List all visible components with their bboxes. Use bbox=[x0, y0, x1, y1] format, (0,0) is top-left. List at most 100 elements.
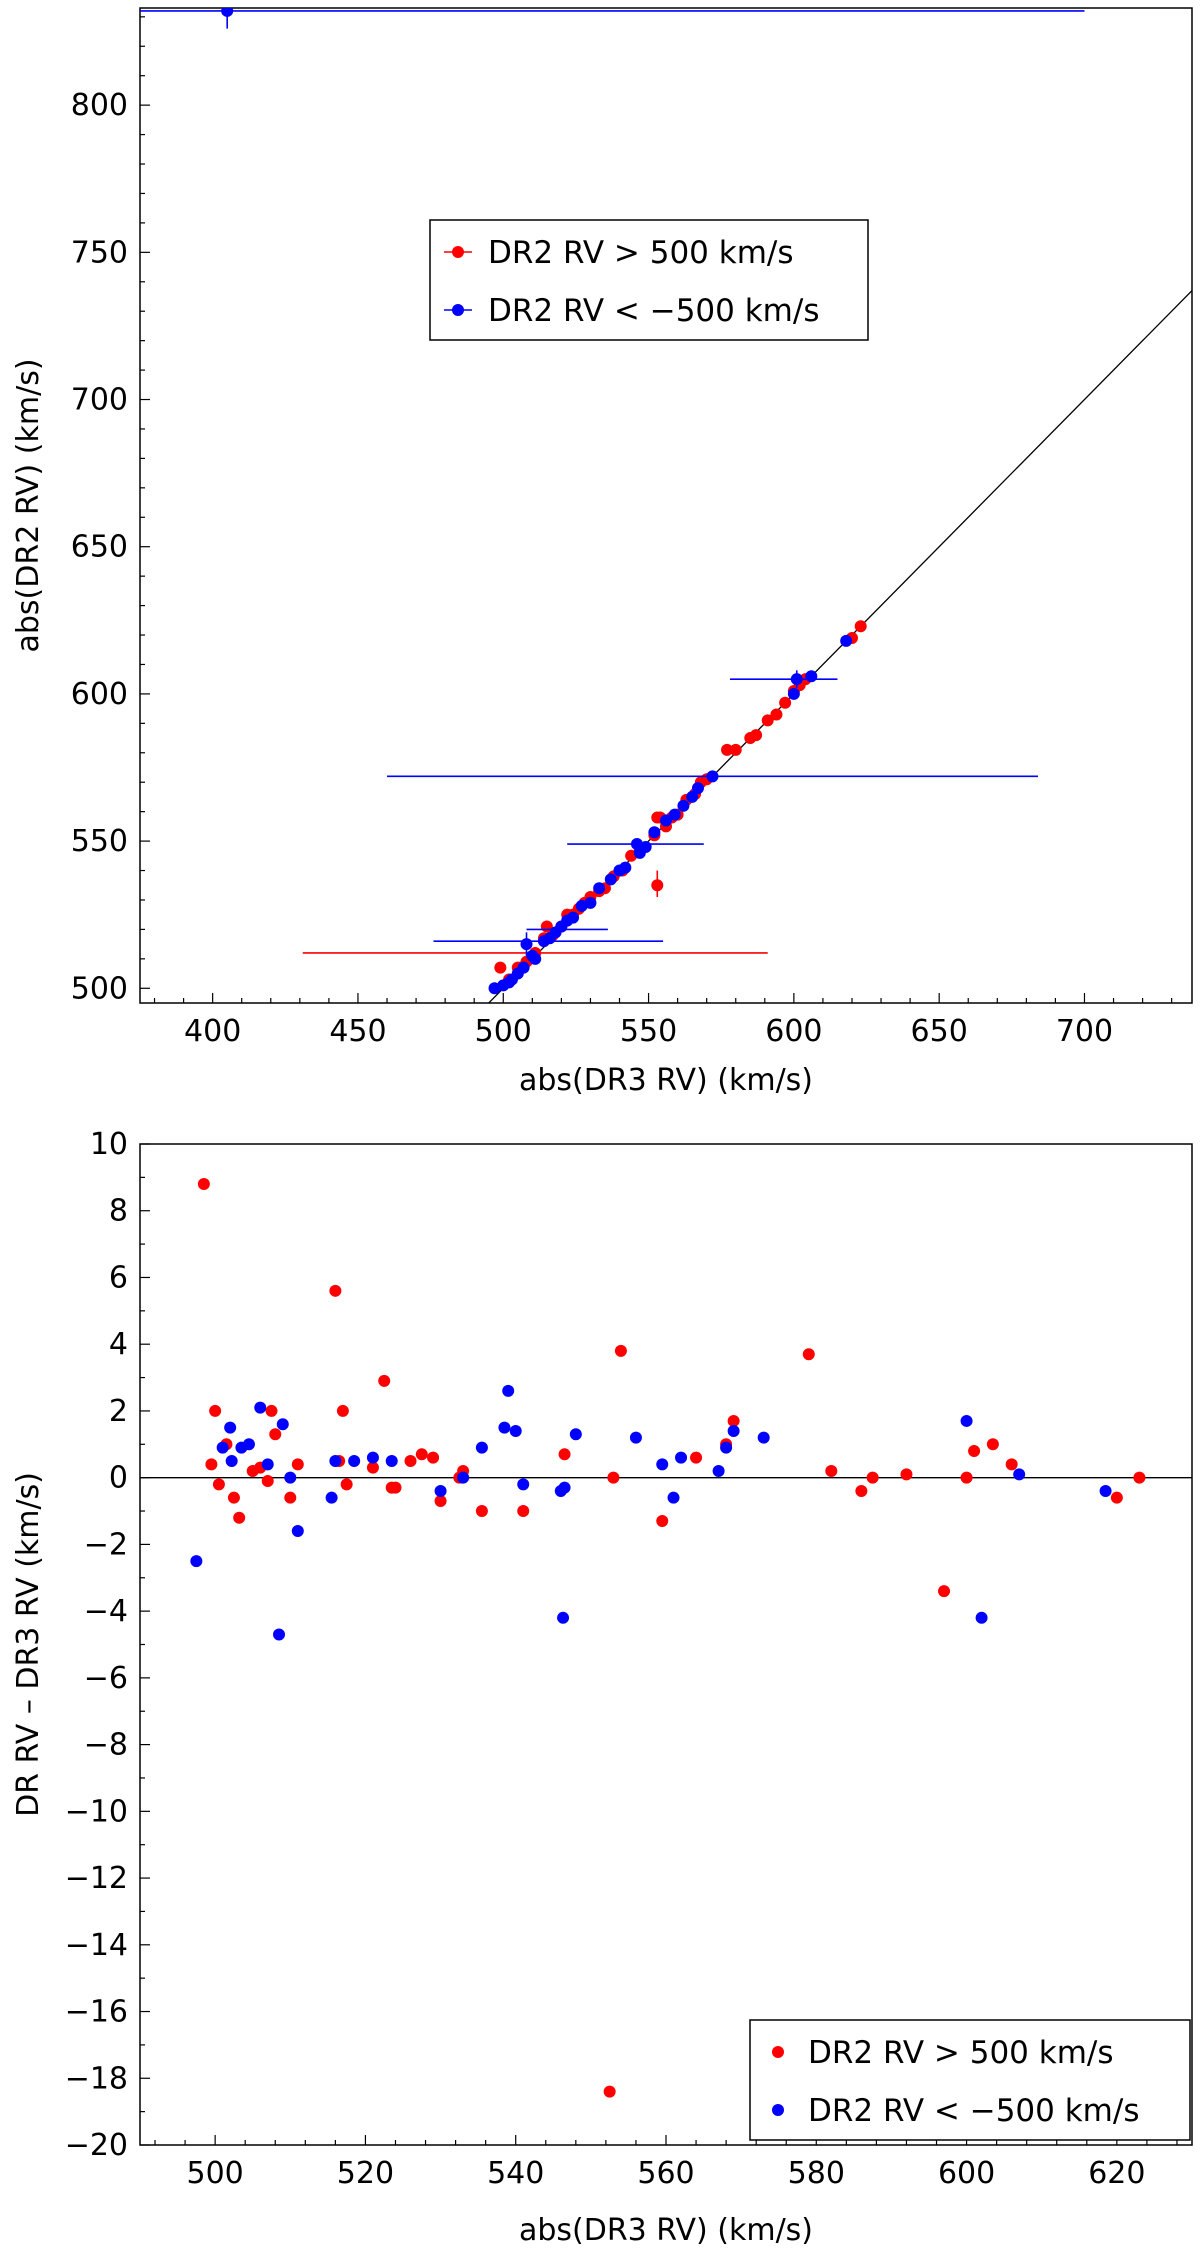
y-tick-label: 6 bbox=[109, 1260, 128, 1295]
data-point bbox=[787, 687, 800, 700]
data-point bbox=[761, 714, 774, 727]
x-tick-label: 700 bbox=[1056, 1014, 1113, 1049]
data-point bbox=[770, 708, 783, 721]
x-axis-label: abs(DR3 RV) (km/s) bbox=[519, 1063, 813, 1098]
y-tick-label: 2 bbox=[109, 1394, 128, 1429]
data-point bbox=[712, 1464, 725, 1477]
data-point bbox=[284, 1491, 297, 1504]
data-point bbox=[639, 840, 652, 853]
data-point bbox=[475, 1505, 488, 1518]
data-point bbox=[675, 1451, 688, 1464]
data-point bbox=[667, 1491, 680, 1504]
plot-area bbox=[140, 1178, 1192, 2098]
data-point bbox=[986, 1438, 999, 1451]
data-point bbox=[960, 1471, 973, 1484]
data-point bbox=[197, 1178, 210, 1191]
y-tick-label: −16 bbox=[65, 1995, 128, 2030]
data-point bbox=[727, 1414, 740, 1427]
data-point bbox=[291, 1458, 304, 1471]
data-point bbox=[854, 620, 867, 633]
data-point bbox=[517, 1505, 530, 1518]
top-scatter-plot: 400 450 500 550 600 650 700 500 550 600 650 700 750 8… bbox=[11, 7, 1193, 1098]
data-point bbox=[855, 1485, 868, 1498]
data-point bbox=[656, 1515, 669, 1528]
data-point bbox=[427, 1451, 440, 1464]
data-point bbox=[190, 1555, 203, 1568]
data-point bbox=[404, 1454, 417, 1467]
data-point bbox=[366, 1461, 379, 1474]
x-tick-label: 560 bbox=[637, 2156, 694, 2191]
plot-frame bbox=[139, 7, 1193, 1004]
bottom-residual-plot: 500 520 540 560 580 600 620−20−18−16−14−12−10−… bbox=[11, 1127, 1193, 2248]
data-point bbox=[1110, 1491, 1123, 1504]
data-point bbox=[557, 1611, 570, 1624]
data-point bbox=[619, 861, 632, 874]
legend: DR2 RV > 500 km/s DR2 RV < −500 km/s bbox=[749, 2019, 1191, 2141]
data-point bbox=[900, 1468, 913, 1481]
data-point bbox=[975, 1611, 988, 1624]
data-point bbox=[607, 1471, 620, 1484]
data-point bbox=[686, 790, 699, 803]
series-positive bbox=[302, 620, 867, 986]
data-point bbox=[802, 1348, 815, 1361]
legend-marker bbox=[772, 2046, 784, 2058]
data-point bbox=[569, 1428, 582, 1441]
data-point bbox=[348, 1454, 361, 1467]
data-point bbox=[660, 814, 672, 827]
legend-marker bbox=[772, 2104, 784, 2116]
data-point bbox=[720, 1441, 733, 1454]
x-tick-label: 450 bbox=[329, 1014, 386, 1049]
y-tick-label: 600 bbox=[71, 677, 128, 712]
data-point bbox=[677, 799, 690, 812]
data-point bbox=[209, 1404, 222, 1417]
x-tick-label: 650 bbox=[911, 1014, 968, 1049]
data-point bbox=[284, 1471, 297, 1484]
data-point bbox=[866, 1471, 879, 1484]
data-point bbox=[691, 782, 704, 795]
data-point bbox=[233, 1511, 246, 1524]
data-point bbox=[1099, 1485, 1112, 1498]
data-point bbox=[276, 1418, 289, 1431]
data-point bbox=[329, 1284, 342, 1297]
x-tick-label: 600 bbox=[938, 2156, 995, 2191]
data-point bbox=[584, 896, 597, 909]
data-point bbox=[494, 961, 507, 974]
data-point bbox=[378, 1374, 391, 1387]
y-tick-label: −10 bbox=[65, 1794, 128, 1829]
data-point bbox=[261, 1475, 274, 1488]
data-point bbox=[567, 911, 580, 924]
data-point bbox=[216, 1441, 229, 1454]
plot-frame bbox=[139, 1143, 1193, 2146]
data-point bbox=[336, 1404, 349, 1417]
data-point bbox=[757, 1431, 770, 1444]
data-point bbox=[385, 1454, 398, 1467]
data-point bbox=[790, 673, 803, 686]
data-point bbox=[520, 938, 533, 951]
x-tick-label: 540 bbox=[487, 2156, 544, 2191]
x-axis-label: abs(DR3 RV) (km/s) bbox=[519, 2213, 813, 2248]
legend-label: DR2 RV < −500 km/s bbox=[808, 2093, 1139, 2129]
x-tick-label: 620 bbox=[1088, 2156, 1145, 2191]
data-point bbox=[840, 634, 853, 647]
x-tick-label: 500 bbox=[475, 1014, 532, 1049]
data-point bbox=[1005, 1458, 1018, 1471]
data-point bbox=[651, 879, 664, 892]
data-point bbox=[366, 1451, 379, 1464]
data-point bbox=[221, 8, 234, 17]
data-point bbox=[475, 1441, 488, 1454]
data-point bbox=[1133, 1471, 1146, 1484]
data-point bbox=[727, 1424, 740, 1437]
data-point bbox=[779, 696, 792, 709]
data-point bbox=[509, 1424, 522, 1437]
data-point bbox=[968, 1444, 981, 1457]
y-tick-label: −20 bbox=[65, 2128, 128, 2163]
data-point bbox=[225, 1454, 238, 1467]
data-point bbox=[457, 1471, 470, 1484]
x-tick-label: 550 bbox=[620, 1014, 677, 1049]
data-point bbox=[502, 1384, 515, 1397]
data-point bbox=[805, 670, 818, 683]
data-point bbox=[750, 729, 763, 742]
x-tick-label: 400 bbox=[184, 1014, 241, 1049]
y-tick-label: −8 bbox=[84, 1728, 128, 1763]
data-point bbox=[434, 1485, 447, 1498]
